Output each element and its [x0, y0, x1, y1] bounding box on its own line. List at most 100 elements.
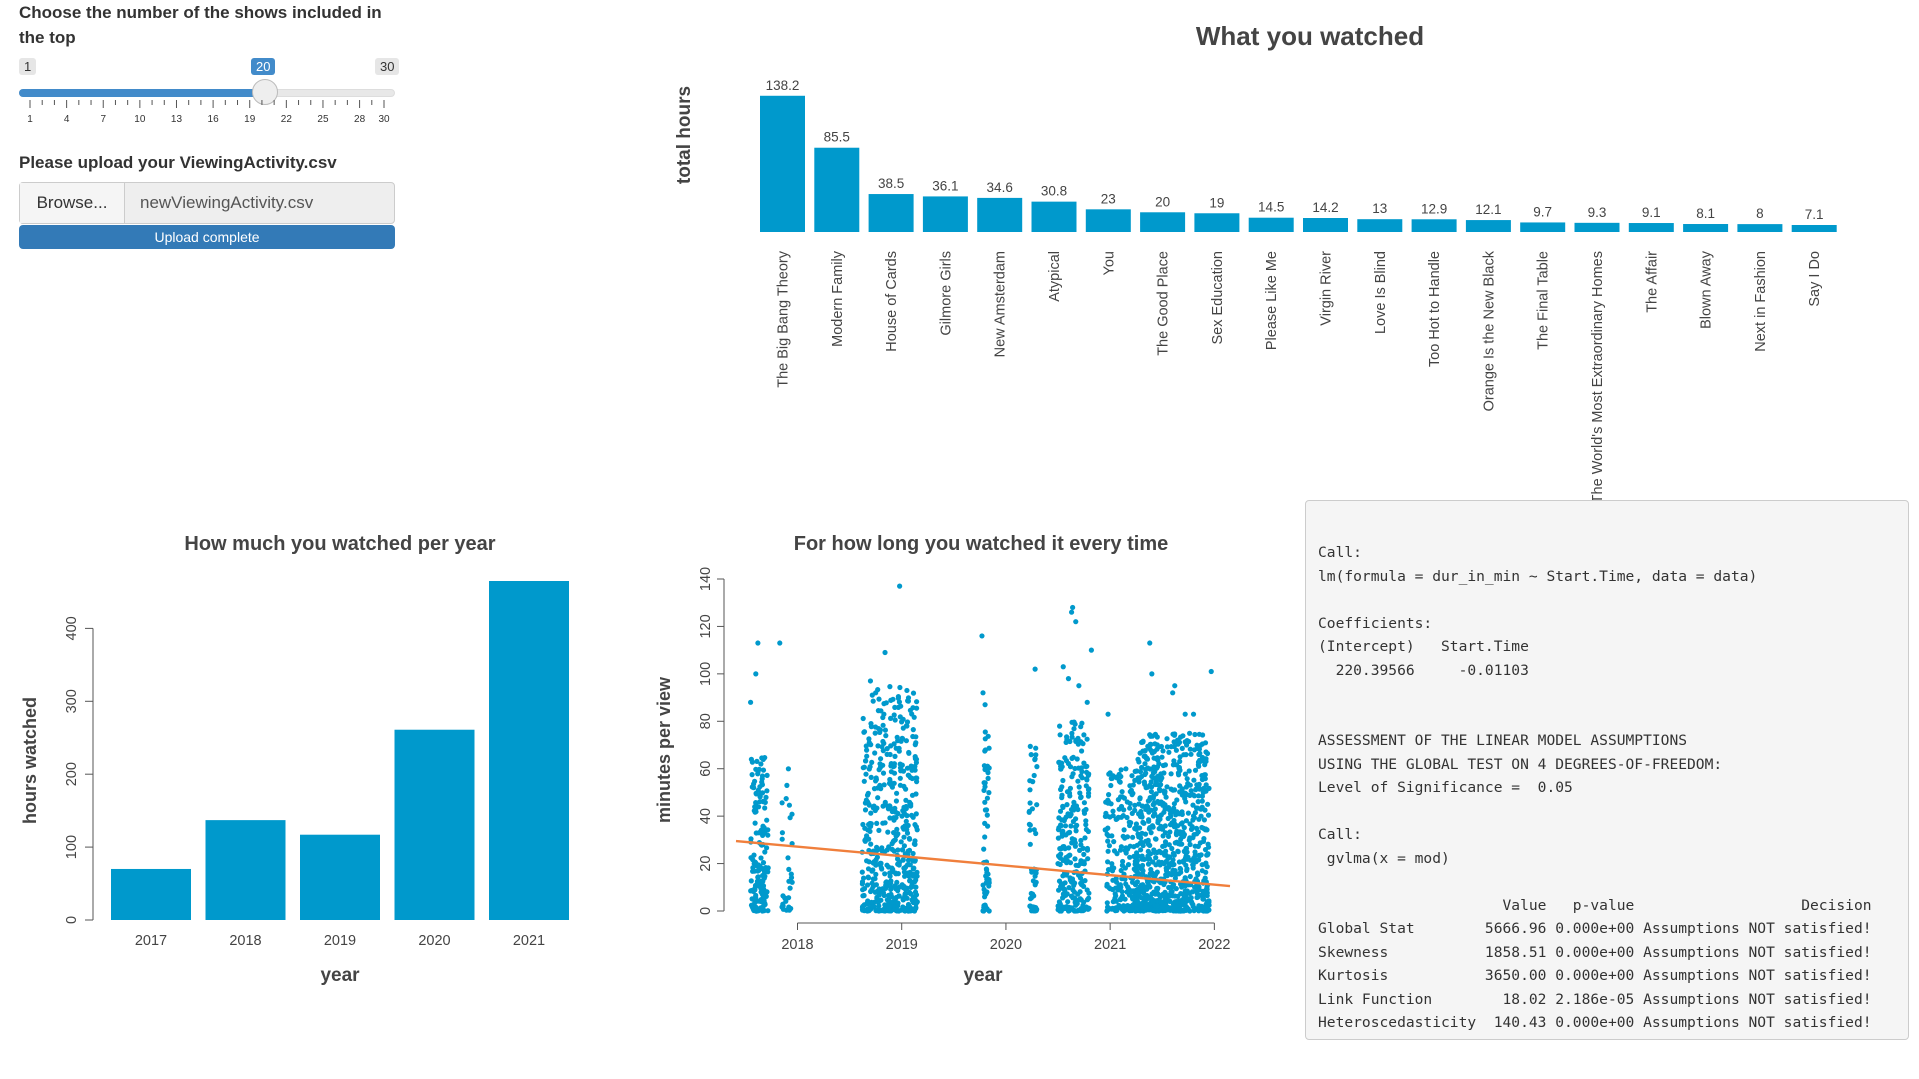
data-point	[1129, 773, 1135, 779]
data-point	[1167, 898, 1173, 904]
data-point	[1032, 882, 1038, 888]
bar-value-label: 85.5	[824, 130, 850, 145]
bar	[1031, 201, 1077, 232]
data-point	[982, 907, 988, 913]
data-point	[909, 882, 915, 888]
data-point	[1064, 802, 1070, 808]
data-point	[1173, 747, 1179, 753]
slider-tick-label: 1	[27, 114, 33, 125]
data-point	[872, 730, 878, 736]
data-point	[1123, 906, 1129, 912]
data-point	[763, 865, 769, 871]
data-point	[1127, 843, 1133, 849]
data-point	[755, 881, 761, 887]
data-point	[747, 699, 754, 705]
y-tick-label: 120	[698, 614, 714, 638]
data-point	[1072, 856, 1078, 862]
data-point	[1078, 795, 1084, 801]
data-point	[1184, 776, 1190, 782]
y-tick-label: 20	[698, 856, 714, 872]
category-label: The World's Most Extraordinary Homes	[1590, 251, 1606, 503]
bar-value-label: 9.7	[1533, 204, 1552, 219]
data-point	[784, 782, 790, 788]
top-n-slider[interactable]: 1 20 30 1 4 7 10 13 16 19 22 25 28 30	[19, 56, 400, 126]
bar-value-label: 13	[1372, 201, 1387, 216]
data-point	[1081, 851, 1087, 857]
data-point	[864, 792, 871, 798]
data-point	[1109, 833, 1115, 839]
data-point	[758, 790, 764, 797]
data-point	[864, 858, 870, 864]
data-point	[897, 765, 904, 771]
data-point	[1165, 833, 1172, 839]
data-point	[1186, 738, 1192, 745]
data-point	[1083, 826, 1089, 833]
data-point	[1193, 786, 1199, 792]
upload-progress-bar: Upload complete	[19, 225, 395, 249]
data-point	[1146, 797, 1153, 803]
data-point	[1164, 784, 1170, 790]
data-point	[1120, 813, 1126, 819]
data-point	[1130, 834, 1136, 840]
data-point	[1031, 827, 1037, 833]
data-point	[1026, 808, 1032, 814]
data-point	[755, 640, 761, 646]
slider-min-label: 1	[19, 58, 37, 75]
data-point	[878, 865, 884, 871]
data-point	[1163, 848, 1169, 854]
y-tick-label: 300	[64, 689, 80, 713]
data-point	[868, 841, 874, 847]
category-label: Modern Family	[830, 250, 846, 347]
bar	[1737, 224, 1783, 232]
data-point	[1175, 841, 1182, 847]
data-point	[1069, 840, 1075, 846]
data-point	[982, 729, 988, 735]
file-input[interactable]: Browse... newViewingActivity.csv	[19, 182, 395, 224]
browse-button[interactable]: Browse...	[20, 183, 125, 223]
data-point	[764, 817, 770, 823]
data-point	[909, 775, 915, 782]
y-axis-label: total hours	[674, 86, 695, 184]
data-point	[1127, 854, 1133, 860]
data-point	[903, 803, 909, 810]
data-point	[1077, 847, 1083, 853]
data-point	[750, 865, 756, 871]
data-point	[753, 766, 759, 772]
data-point	[1118, 896, 1124, 902]
data-point	[1030, 878, 1036, 884]
bar-value-label: 9.3	[1588, 205, 1607, 220]
data-point	[1106, 792, 1112, 798]
data-point	[896, 893, 902, 899]
bar-value-label: 30.8	[1041, 184, 1067, 199]
data-point	[1175, 893, 1181, 899]
data-point	[1206, 898, 1212, 904]
data-point	[785, 766, 791, 772]
data-point	[982, 807, 988, 813]
data-point	[1169, 845, 1175, 852]
data-point	[1085, 793, 1092, 799]
data-point	[902, 908, 908, 914]
data-point	[777, 640, 783, 646]
data-point	[1076, 784, 1082, 790]
bar	[205, 820, 286, 920]
data-point	[895, 694, 901, 700]
data-point	[982, 894, 988, 900]
data-point	[887, 684, 893, 690]
x-axis-label: year	[963, 965, 1003, 986]
data-point	[901, 896, 907, 902]
data-point	[1186, 837, 1192, 843]
data-point	[1056, 899, 1062, 905]
data-point	[1143, 766, 1149, 772]
data-point	[1201, 836, 1207, 842]
data-point	[1182, 875, 1188, 881]
data-point	[1158, 899, 1164, 905]
data-point	[1069, 836, 1075, 842]
data-point	[986, 790, 992, 796]
data-point	[1181, 908, 1187, 914]
y-tick-label: 100	[698, 662, 714, 686]
data-point	[1149, 671, 1155, 677]
data-point	[1135, 907, 1141, 914]
data-point	[895, 861, 901, 867]
data-point	[1127, 783, 1133, 789]
data-point	[753, 860, 759, 866]
